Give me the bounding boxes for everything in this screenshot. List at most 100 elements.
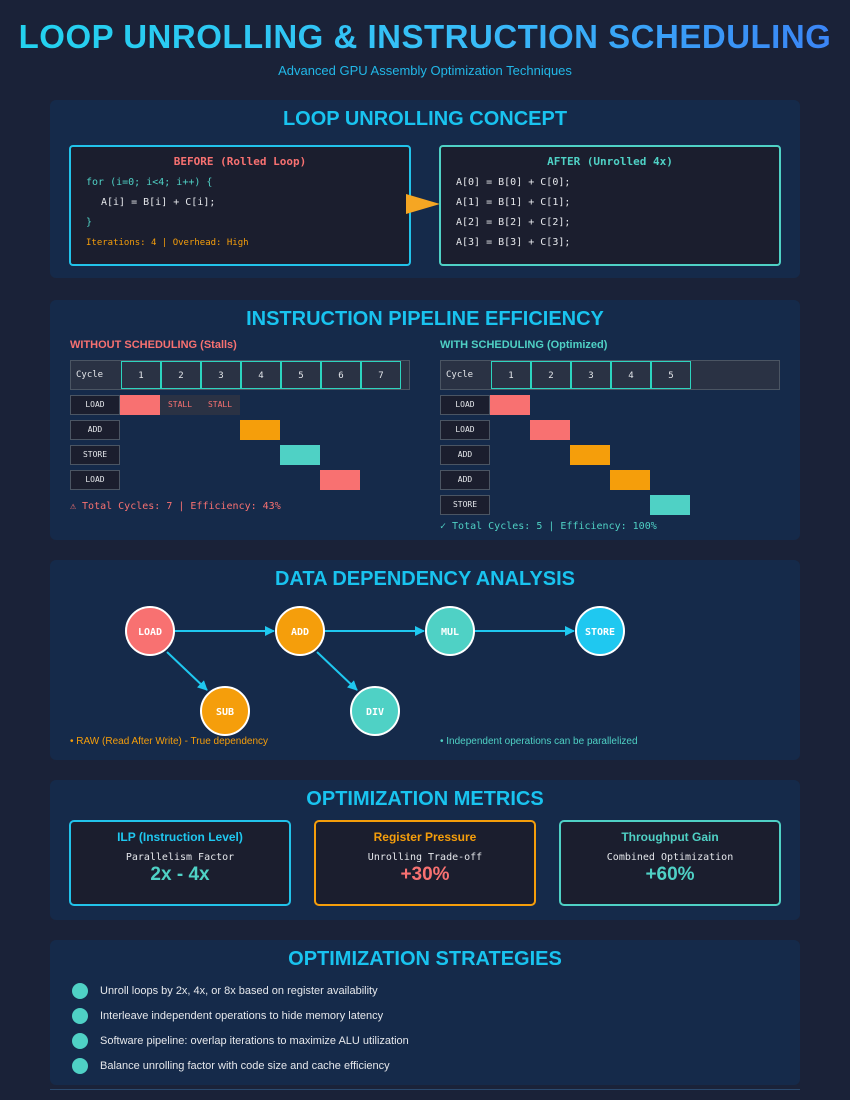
without-summary: ⚠ Total Cycles: 7 | Efficiency: 43% [70,501,281,512]
with-scheduling-label: WITH SCHEDULING (Optimized) [440,339,608,351]
stall-1: STALL [160,395,200,415]
with-cycle-5: 5 [651,361,691,389]
before-line-3: } [86,217,93,228]
footer-divider [50,1089,800,1090]
strategies-panel: OPTIMIZATION STRATEGIES Unroll loops by … [50,940,800,1085]
concept-panel: LOOP UNROLLING CONCEPT BEFORE (Rolled Lo… [50,100,800,278]
page-subtitle: Advanced GPU Assembly Optimization Techn… [278,63,572,78]
pipeline-title: INSTRUCTION PIPELINE EFFICIENCY [246,308,604,330]
without-row-1-block [120,395,160,415]
edge-load-sub [166,651,208,691]
metric-throughput-title: Throughput Gain [621,830,719,844]
with-cycle-2: 2 [531,361,571,389]
with-cycle-1: 1 [491,361,531,389]
svg-text:STORE: STORE [585,627,615,638]
metric-ilp-title: ILP (Instruction Level) [117,830,243,844]
without-cycle-bar: Cycle 1 2 3 4 5 6 7 [70,360,410,390]
strategy-item: Balance unrolling factor with code size … [100,1060,390,1072]
with-row-4-label: ADD [440,470,490,490]
without-cycle-3: 3 [201,361,241,389]
after-line-1: A[0] = B[0] + C[0]; [456,177,571,188]
without-row-3-block [280,445,320,465]
node-div: DIV [350,686,400,736]
node-add: ADD [275,606,325,656]
svg-text:MUL: MUL [441,627,459,638]
node-sub: SUB [200,686,250,736]
strategies-title: OPTIMIZATION STRATEGIES [288,948,562,970]
strategy-item: Interleave independent operations to hid… [100,1010,384,1022]
dependency-graph: LOAD ADD MUL STORE SUB DIV [125,606,625,736]
with-cycle-label: Cycle [446,370,474,380]
with-row-2-block [530,420,570,440]
pipeline-panel: INSTRUCTION PIPELINE EFFICIENCY WITHOUT … [50,300,800,540]
metrics-panel: OPTIMIZATION METRICS ILP (Instruction Le… [50,780,800,920]
before-heading: BEFORE (Rolled Loop) [173,155,307,168]
with-row-4-block [610,470,650,490]
metric-ilp-sub: Parallelism Factor [125,852,235,863]
metric-card-ilp: ILP (Instruction Level) Parallelism Fact… [69,820,291,906]
with-cycle-bar: Cycle 1 2 3 4 5 [440,360,780,390]
after-line-2: A[1] = B[1] + C[1]; [456,197,571,208]
with-row-5-block [650,495,690,515]
svg-text:ADD: ADD [291,627,309,638]
with-row-3-block [570,445,610,465]
without-cycle-5: 5 [281,361,321,389]
without-cycle-4: 4 [241,361,281,389]
stall-2: STALL [200,395,240,415]
before-code-box: BEFORE (Rolled Loop) for (i=0; i<4; i++)… [69,145,411,266]
parallel-note: • Independent operations can be parallel… [440,736,638,747]
metric-ilp-value: 2x - 4x [150,864,210,885]
after-code-box: AFTER (Unrolled 4x) A[0] = B[0] + C[0]; … [439,145,781,266]
metric-throughput-sub: Combined Optimization [606,852,734,863]
with-cycle-3: 3 [571,361,611,389]
before-note: Iterations: 4 | Overhead: High [86,238,249,248]
before-line-1: for (i=0; i<4; i++) { [86,177,213,188]
node-store: STORE [575,606,625,656]
metric-card-register: Register Pressure Unrolling Trade-off +3… [314,820,536,906]
node-mul: MUL [425,606,475,656]
dependency-panel: DATA DEPENDENCY ANALYSIS LOAD ADD MUL ST… [50,560,800,760]
metric-throughput-value: +60% [645,864,695,885]
with-cycle-4: 4 [611,361,651,389]
svg-text:LOAD: LOAD [138,627,162,638]
with-row-1-block [490,395,530,415]
concept-title: LOOP UNROLLING CONCEPT [282,108,568,130]
without-row-4-block [320,470,360,490]
after-line-3: A[2] = B[2] + C[2]; [456,217,571,228]
before-line-2: A[i] = B[i] + C[i]; [101,197,216,208]
without-scheduling-label: WITHOUT SCHEDULING (Stalls) [70,339,237,351]
after-line-4: A[3] = B[3] + C[3]; [456,237,571,248]
metric-register-sub: Unrolling Trade-off [367,852,483,863]
without-cycle-2: 2 [161,361,201,389]
svg-text:SUB: SUB [216,707,234,718]
with-row-5-label: STORE [440,495,490,515]
without-cycle-label: Cycle [76,370,104,380]
without-row-4-label: LOAD [70,470,120,490]
metrics-title: OPTIMIZATION METRICS [306,788,544,810]
bullet-icon [72,983,88,999]
without-cycle-1: 1 [121,361,161,389]
edge-add-div [316,651,358,691]
metric-register-value: +30% [400,864,450,885]
without-row-1-label: LOAD [70,395,120,415]
dependency-title: DATA DEPENDENCY ANALYSIS [274,568,576,590]
without-row-2-label: ADD [70,420,120,440]
with-row-1-label: LOAD [440,395,490,415]
with-summary: ✓ Total Cycles: 5 | Efficiency: 100% [440,521,657,532]
without-cycle-7: 7 [361,361,401,389]
svg-text:DIV: DIV [366,707,384,718]
without-cycle-6: 6 [321,361,361,389]
without-row-2-block [240,420,280,440]
page-title: LOOP UNROLLING & INSTRUCTION SCHEDULING [0,18,850,56]
raw-dependency-note: • RAW (Read After Write) - True dependen… [70,736,269,747]
after-heading: AFTER (Unrolled 4x) [547,155,673,168]
with-row-3-label: ADD [440,445,490,465]
node-load: LOAD [125,606,175,656]
without-row-3-label: STORE [70,445,120,465]
metric-card-throughput: Throughput Gain Combined Optimization +6… [559,820,781,906]
with-row-2-label: LOAD [440,420,490,440]
strategy-item: Software pipeline: overlap iterations to… [100,1035,409,1047]
strategy-item: Unroll loops by 2x, 4x, or 8x based on r… [100,985,378,997]
bullet-icon [72,1008,88,1024]
metric-register-title: Register Pressure [373,830,477,844]
